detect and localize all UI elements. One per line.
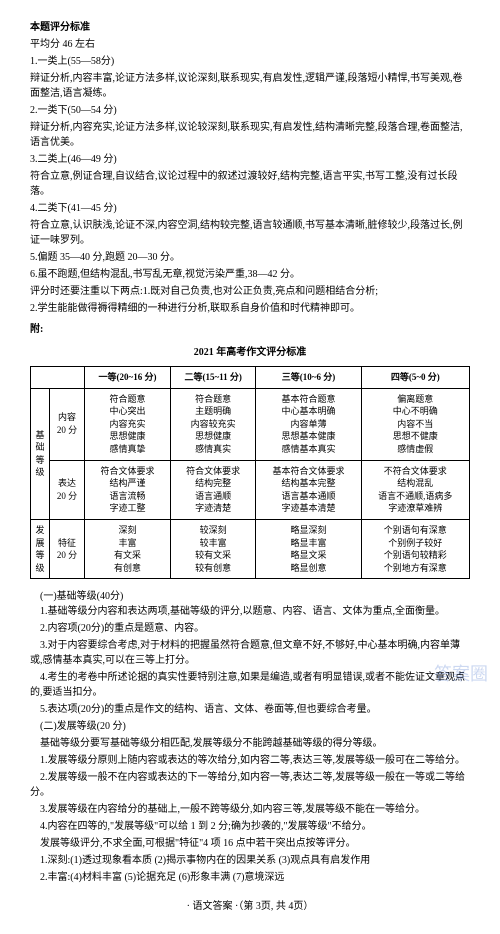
table-row: 表达20 分符合文体要求结构严谨语言流畅字迹工整符合文体要求结构完整语言通顺字迹…	[31, 460, 470, 519]
cell: 符合文体要求结构严谨语言流畅字迹工整	[85, 460, 171, 519]
cell: 不符合文体要求结构混乱语言不通顺,语病多字迹潦草难辨	[361, 460, 469, 519]
note-line: 1.发展等级分原则上随内容或表达的等次给分,如内容二等,表达三等,发展等级一般可…	[30, 753, 470, 768]
table-row: 基础等级内容20 分符合题意中心突出内容充实思想健康感情真挚符合题意主题明确内容…	[31, 388, 470, 460]
cell: 符合题意中心突出内容充实思想健康感情真挚	[85, 388, 171, 460]
cell: 基本符合题意中心基本明确内容单薄思想基本健康感情基本真实	[256, 388, 361, 460]
criteria-line: 评分时还要注重以下两点:1.既对自己负责,也对公正负责,亮点和问题相结合分析;	[30, 284, 470, 299]
note-line: 2.丰富:(4)材料丰富 (5)论据充足 (6)形象丰满 (7)意境深远	[30, 870, 470, 885]
criteria-line: 符合立意,例证合理,自议结合,议论过程中的叙述过渡较好,结构完整,语言平实,书写…	[30, 169, 470, 199]
cell: 符合题意主题明确内容较充实思想健康感情真实	[171, 388, 256, 460]
note-line: 5.表达项(20分)的重点是作文的结构、语言、文体、卷面等,但也要综合考量。	[30, 702, 470, 717]
cell: 略显深刻略显丰富略显文采略显创意	[256, 519, 361, 578]
cell: 个别语句有深意个别例子较好个别语句较精彩个别地方有深意	[361, 519, 469, 578]
note-line: 3.发展等级在内容给分的基础上,一般不跨等级分,如内容三等,发展等级不能在一等给…	[30, 802, 470, 817]
criteria-line: 辩证分析,内容充实,论证方法多样,议论较深刻,联系现实,有启发性,结构清晰完整,…	[30, 120, 470, 150]
notes-sec1: 1.基础等级分内容和表达两项,基础等级的评分,以题意、内容、语言、文体为重点,全…	[30, 604, 470, 734]
criteria-line: 3.二类上(46—49 分)	[30, 152, 470, 167]
hdr-tier3: 三等(10~6 分)	[256, 367, 361, 389]
table-caption: 2021 年高考作文评分标准	[30, 345, 470, 360]
note-line: 发展等级评分,不求全面,可根据"特征"4 项 16 点中若干突出点按等评分。	[30, 836, 470, 851]
criteria-line: 符合立意,认识肤浅,论证不深,内容空洞,结构较完整,语言较通顺,书写基本清晰,脏…	[30, 218, 470, 248]
hdr-tier1: 一等(20~16 分)	[85, 367, 171, 389]
title: 本题评分标准	[30, 20, 470, 35]
criteria-line: 4.二类下(41—45 分)	[30, 201, 470, 216]
cell: 深刻丰富有文采有创意	[85, 519, 171, 578]
criteria-line: 2.一类下(50—54 分)	[30, 103, 470, 118]
criteria-line: 5.偏题 35—40 分,跑题 20—30 分。	[30, 250, 470, 265]
row-label: 内容20 分	[50, 388, 85, 460]
criteria-line: 1.一类上(55—58分)	[30, 54, 470, 69]
rubric-table: 一等(20~16 分) 二等(15~11 分) 三等(10~6 分) 四等(5~…	[30, 366, 470, 579]
hdr-blank	[31, 367, 85, 389]
note-line: 2.内容项(20分)的重点是题意、内容。	[30, 621, 470, 636]
group-label: 发展等级	[31, 519, 50, 578]
note-line: 1.基础等级分内容和表达两项,基础等级的评分,以题意、内容、语言、文体为重点,全…	[30, 604, 470, 619]
note-line: 3.对于内容要综合考虑,对于材料的把握虽然符合题意,但文章不好,不够好,中心基本…	[30, 638, 470, 668]
criteria-line: 2.学生能能做得褥得精细的一种进行分析,联取系自身价值和时代精神即可。	[30, 301, 470, 316]
row-label: 特征20 分	[50, 519, 85, 578]
note-line: 4.内容在四等的,"发展等级"可以给 1 到 2 分;确为抄袭的,"发展等级"不…	[30, 819, 470, 834]
notes-sec2: 基础等级分要写基础等级分相匹配,发展等级分不能跨越基础等级的得分等级。 1.发展等…	[30, 736, 470, 885]
cell: 较深刻较丰富较有文采较有创意	[171, 519, 256, 578]
hdr-tier4: 四等(5~0 分)	[361, 367, 469, 389]
page-footer: · 语文答案 ·（第 3页, 共 4页）	[30, 899, 470, 914]
table-header-row: 一等(20~16 分) 二等(15~11 分) 三等(10~6 分) 四等(5~…	[31, 367, 470, 389]
note-line: 2.发展等级一般不在内容或表达的下一等给分,如内容一等,表达二等,发展等级一般在…	[30, 770, 470, 800]
criteria-line: 6.虽不跑题,但结构混乱,书写乱无章,视觉污染严重,38—42 分。	[30, 267, 470, 282]
cell: 符合文体要求结构完整语言通顺字迹清楚	[171, 460, 256, 519]
cell: 基本符合文体要求结构基本完整语言基本通顺字迹基本清楚	[256, 460, 361, 519]
note-line: (二)发展等级(20 分)	[30, 719, 470, 734]
note-line: 1.深刻:(1)透过现象看本质 (2)揭示事物内在的因果关系 (3)观点具有启发…	[30, 853, 470, 868]
avg-score: 平均分 46 左右	[30, 37, 470, 52]
row-label: 表达20 分	[50, 460, 85, 519]
criteria-block: 1.一类上(55—58分) 辩证分析,内容丰富,论证方法多样,议论深刻,联系现实,…	[30, 54, 470, 316]
hdr-tier2: 二等(15~11 分)	[171, 367, 256, 389]
criteria-line: 辩证分析,内容丰富,论证方法多样,议论深刻,联系现实,有启发性,逻辑严谨,段落短…	[30, 71, 470, 101]
cell: 偏离题意中心不明确内容不当思想不健康感情虚假	[361, 388, 469, 460]
notes-sec1-title: (一)基础等级(40分)	[30, 589, 470, 604]
group-label: 基础等级	[31, 388, 50, 519]
attach-label: 附:	[30, 322, 470, 337]
table-row: 发展等级特征20 分深刻丰富有文采有创意较深刻较丰富较有文采较有创意略显深刻略显…	[31, 519, 470, 578]
note-line: 基础等级分要写基础等级分相匹配,发展等级分不能跨越基础等级的得分等级。	[30, 736, 470, 751]
watermark: 答案圈	[434, 661, 488, 688]
